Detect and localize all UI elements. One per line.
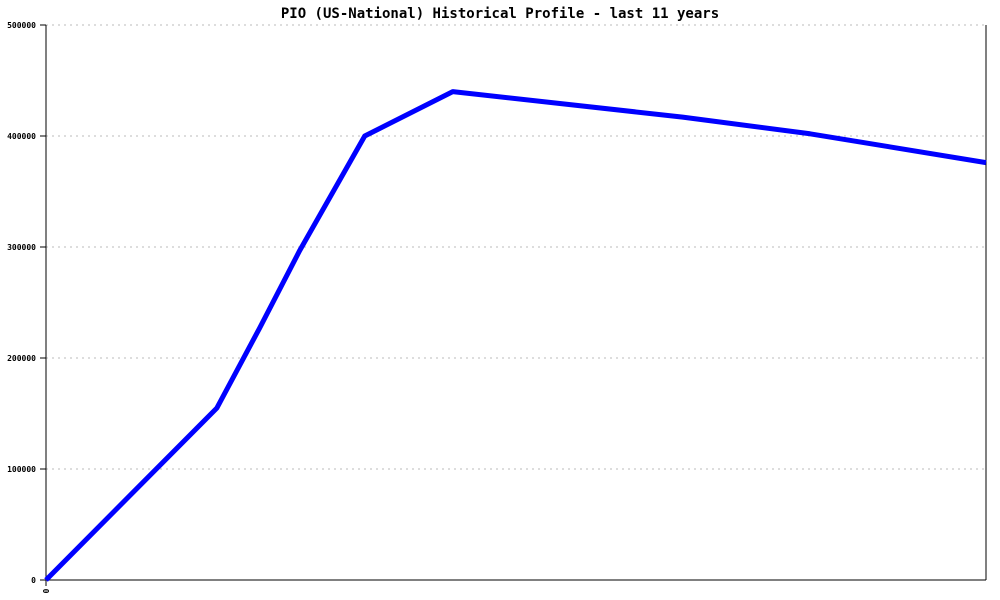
series-line xyxy=(44,89,987,582)
y-tick-label: 400000 xyxy=(7,132,36,141)
y-tick-label: 0 xyxy=(31,576,36,585)
y-tick-label: 300000 xyxy=(7,243,36,252)
y-tick-label: 100000 xyxy=(7,465,36,474)
chart-title: PIO (US-National) Historical Profile - l… xyxy=(281,6,719,22)
y-tick-label: 200000 xyxy=(7,354,36,363)
x-tick-label: 0 xyxy=(41,589,50,594)
y-tick-label: 500000 xyxy=(7,21,36,30)
